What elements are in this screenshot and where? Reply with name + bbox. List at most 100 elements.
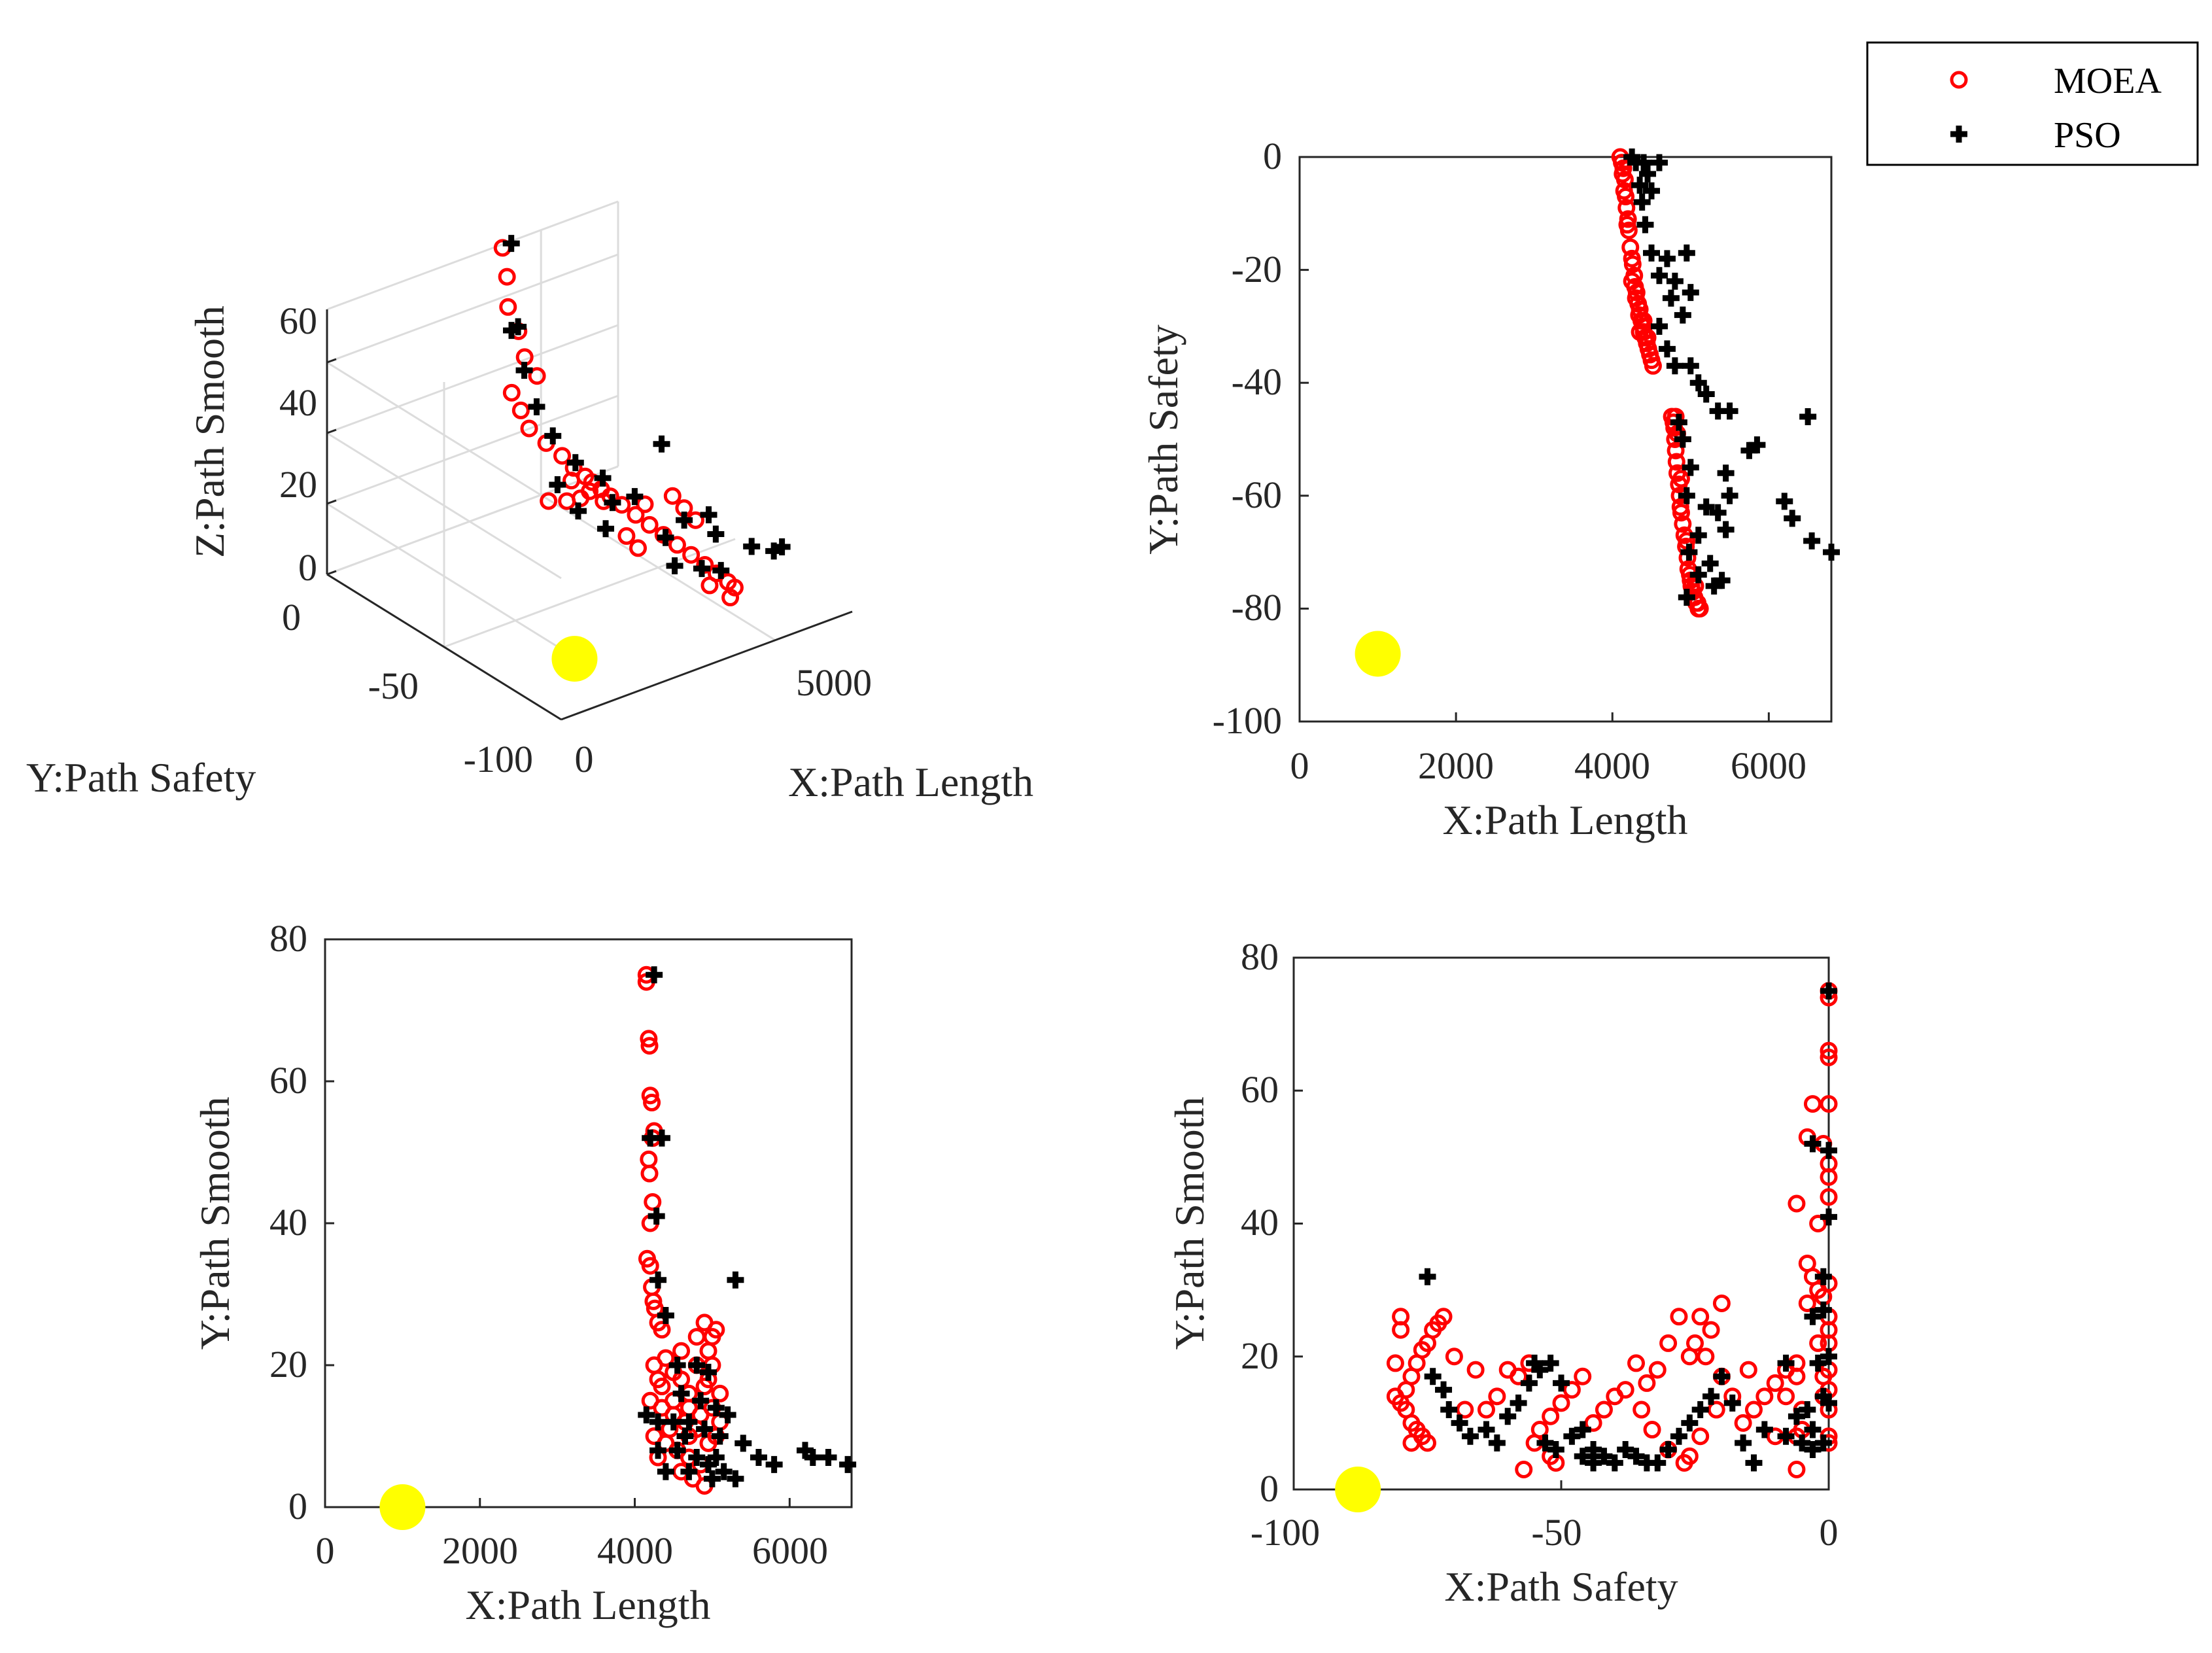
- p4-moea-point: [1648, 1361, 1667, 1379]
- p3-pso-point: [711, 1427, 729, 1445]
- p3-tick-marks: [324, 938, 791, 1508]
- p3-pso-point: [715, 1463, 733, 1480]
- p1-x-tick-5000: 5000: [796, 661, 872, 704]
- p2-y-tick-20: -20: [1232, 248, 1282, 290]
- p4-pso-point: [1814, 1434, 1832, 1452]
- p3-ylabel: Y:Path Smooth: [192, 1096, 238, 1349]
- p1-zlabel: Z:Path Smooth: [186, 305, 233, 558]
- p3-moea-point: [653, 1321, 671, 1339]
- p4-pso-point: [1451, 1414, 1468, 1432]
- legend-moea-label: MOEA: [2054, 61, 2162, 101]
- p4-ideal-point: [1335, 1467, 1381, 1512]
- p2-x-tick-4000: 4000: [1574, 744, 1650, 787]
- p4-moea-point: [1809, 1281, 1827, 1299]
- p1-ideal-point: [551, 636, 598, 682]
- p4-pso-point: [1755, 1421, 1773, 1438]
- p2-moea-point: [1686, 577, 1704, 595]
- p2-pso-point: [1670, 413, 1687, 431]
- p2-pso-point: [1717, 521, 1735, 538]
- p4-moea-point: [1419, 1434, 1436, 1452]
- p4-pso-point: [1617, 1441, 1634, 1459]
- p1-x-axis: [561, 610, 853, 721]
- p1-pso-point: [604, 494, 621, 512]
- p1-grid-top: [326, 200, 619, 311]
- p3-pso-point: [692, 1392, 710, 1410]
- p2-pso-point: [1666, 357, 1684, 375]
- p4-pso-point: [1820, 1208, 1837, 1226]
- p4-pso-point: [1419, 1268, 1436, 1285]
- p3-moea-point: [645, 1356, 663, 1374]
- p2-pso-point: [1803, 532, 1821, 549]
- p2-pso-point: [1689, 374, 1707, 392]
- p4-pso-point: [1788, 1408, 1805, 1425]
- p2-moea-point: [1616, 171, 1634, 189]
- p4-pso-point: [1526, 1354, 1544, 1372]
- p4-moea-point: [1788, 1367, 1806, 1385]
- p3-pso-point: [734, 1435, 752, 1452]
- p3-pso-point: [727, 1271, 744, 1289]
- p2-pso-point: [1674, 306, 1691, 324]
- p4-moea-point: [1445, 1348, 1463, 1366]
- p4-moea-point: [1456, 1401, 1474, 1419]
- p2-ylabel: Y:Path Safety: [1140, 324, 1186, 554]
- p1-z-tick-mark: [326, 358, 337, 364]
- p4-pso-point: [1606, 1454, 1623, 1472]
- p4-pso-point: [1461, 1427, 1479, 1445]
- p4-moea-point: [1680, 1348, 1699, 1366]
- p3-y-tick-80: 80: [269, 917, 307, 960]
- p4-moea-point: [1803, 1095, 1822, 1113]
- p1-marks: [493, 235, 791, 682]
- p3-pso-point: [707, 1399, 725, 1417]
- p2-xlabel: X:Path Length: [1442, 797, 1687, 843]
- p4-pso-point: [1793, 1434, 1811, 1452]
- p1-pso-point: [549, 476, 566, 493]
- p3-marks: [379, 966, 857, 1530]
- p1-x-tick-0: 0: [575, 738, 594, 780]
- p2-pso-point: [1701, 555, 1719, 572]
- p4-pso-point: [1804, 1135, 1822, 1153]
- p3-pso-point: [699, 1363, 717, 1381]
- p4-moea-point: [1788, 1194, 1806, 1213]
- p2-moea-point: [1644, 357, 1662, 375]
- p1-moea-point: [511, 401, 530, 419]
- p2-x-tick-2000: 2000: [1418, 744, 1494, 787]
- p3-pso-point: [649, 1271, 667, 1289]
- p2-ideal-point: [1355, 631, 1401, 677]
- p1-moea-point: [700, 576, 719, 595]
- p1-z-tick-0: 0: [298, 546, 317, 589]
- p3-moea-point: [640, 1030, 658, 1048]
- p4-moea-point: [1809, 1334, 1827, 1352]
- p4-moea-point: [1744, 1401, 1763, 1419]
- p4-pso-point: [1440, 1401, 1458, 1419]
- p2-pso-point: [1682, 357, 1699, 375]
- p2-y-tick-60: -60: [1232, 474, 1282, 516]
- p2-pso-point: [1678, 487, 1695, 504]
- p2-y-tick-100: -100: [1213, 699, 1282, 742]
- p3-y-tick-20: 20: [269, 1343, 307, 1385]
- p2-moea-point: [1672, 470, 1690, 488]
- p2-pso-point: [1689, 527, 1707, 544]
- p2-moea-point: [1691, 599, 1709, 618]
- p4-pso-point: [1499, 1408, 1517, 1425]
- p4-pso-point: [1627, 1448, 1645, 1465]
- p3-pso-point: [719, 1406, 736, 1423]
- p2-pso-point: [1666, 272, 1684, 290]
- p1-y-tick-0: 0: [282, 596, 301, 638]
- p3-pso-point: [649, 1413, 667, 1431]
- p3-pso-point: [648, 1208, 665, 1225]
- p2-moea-point: [1617, 187, 1635, 205]
- p1-moea-point: [581, 482, 599, 500]
- p2-pso-point: [1682, 459, 1699, 476]
- p3-moea-point: [640, 1164, 659, 1183]
- p3-pso-point: [668, 1357, 686, 1374]
- p2-y-tick-40: -40: [1232, 360, 1282, 403]
- p3-pso-point: [680, 1463, 698, 1480]
- p4-pso-point: [1814, 1268, 1832, 1285]
- p4-pso-point: [1820, 1348, 1837, 1365]
- p1-pso-point: [597, 520, 615, 538]
- p1-gridline-z: [326, 394, 619, 505]
- panel-3d-scatter: 60 40 20 0 0 -50 -100 0 5000 Z:Path Smoo…: [26, 200, 1033, 805]
- p4-pso-point: [1424, 1368, 1442, 1385]
- p4-moea-point: [1574, 1367, 1592, 1385]
- p1-moea-point: [668, 536, 686, 554]
